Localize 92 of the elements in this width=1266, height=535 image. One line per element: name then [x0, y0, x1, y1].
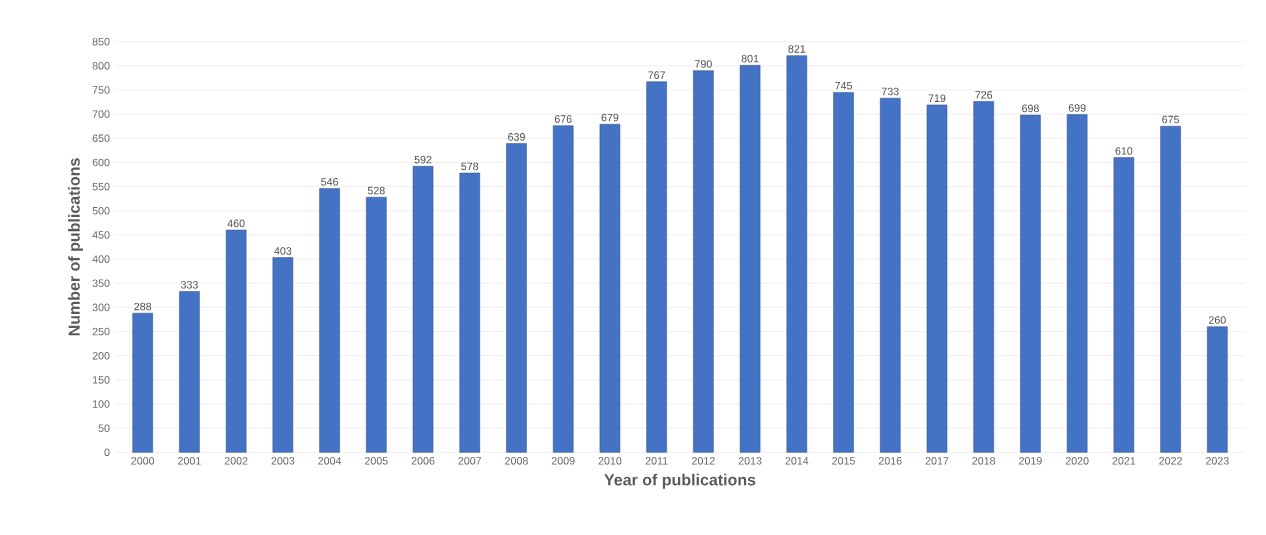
x-tick-label: 2007: [458, 457, 482, 465]
data-label: 699: [1068, 104, 1086, 112]
y-tick-label: 800: [92, 62, 110, 70]
y-tick-label: 750: [92, 86, 110, 94]
x-tick-label: 2000: [131, 457, 155, 465]
x-tick-label: 2004: [318, 457, 342, 465]
data-label: 698: [1022, 104, 1039, 113]
y-tick-label: 600: [92, 158, 110, 167]
x-tick-label: 2017: [925, 457, 949, 465]
bar: [599, 124, 621, 453]
bar: [973, 101, 994, 453]
y-tick-label: 550: [92, 182, 110, 191]
data-label: 333: [180, 280, 198, 289]
x-tick-label: 2006: [411, 457, 435, 465]
bar: [1207, 326, 1228, 453]
data-label: 528: [367, 186, 385, 195]
bar: [833, 92, 854, 453]
y-axis-title: Number of publications: [68, 158, 84, 336]
x-tick-label: 2015: [832, 457, 855, 465]
data-label: 546: [321, 178, 339, 186]
x-tick-label: 2002: [224, 457, 248, 465]
y-tick-label: 400: [92, 255, 110, 263]
bar: [786, 55, 808, 453]
data-label: 745: [835, 82, 852, 90]
y-tick-label: 500: [92, 206, 110, 215]
x-tick-label: 2011: [645, 457, 668, 465]
x-tick-label: 2001: [178, 457, 201, 465]
data-label: 288: [134, 302, 152, 311]
data-label: 733: [881, 87, 899, 96]
data-label: 679: [601, 113, 619, 122]
data-label: 610: [1115, 147, 1133, 155]
bar: [552, 125, 574, 453]
bar: [693, 70, 714, 453]
y-tick-label: 850: [92, 37, 110, 46]
x-tick-label: 2010: [598, 457, 622, 465]
y-tick-label: 650: [92, 134, 110, 143]
data-label: 790: [695, 60, 712, 68]
y-tick-label: 50: [98, 424, 110, 432]
data-label: 719: [928, 94, 946, 103]
bar: [319, 188, 340, 453]
data-label: 801: [741, 54, 759, 63]
bar: [739, 65, 761, 453]
x-tick-label: 2020: [1065, 457, 1089, 465]
bar: [1020, 114, 1041, 453]
x-tick-label: 2003: [271, 457, 295, 465]
x-tick-label: 2008: [505, 457, 528, 465]
bar: [1113, 157, 1135, 453]
y-tick-label: 0: [104, 448, 110, 457]
x-tick-label: 2021: [1112, 457, 1136, 465]
y-tick-label: 250: [92, 327, 110, 336]
y-tick-label: 350: [92, 279, 110, 288]
x-tick-label: 2016: [878, 457, 902, 465]
data-label: 675: [1162, 115, 1180, 124]
bar: [926, 104, 948, 453]
data-label: 578: [461, 162, 479, 171]
data-label: 460: [227, 219, 245, 228]
data-label: 592: [414, 155, 432, 164]
bar: [879, 97, 901, 453]
x-axis-title: Year of publications: [604, 473, 756, 489]
y-tick-label: 700: [92, 110, 110, 118]
y-tick-label: 450: [92, 231, 110, 239]
data-label: 726: [975, 91, 993, 99]
data-label: 821: [788, 45, 806, 53]
data-label: 403: [274, 247, 292, 255]
x-tick-label: 2022: [1159, 457, 1182, 465]
bar: [459, 172, 481, 453]
bar: [366, 196, 387, 453]
y-tick-label: 150: [92, 376, 110, 384]
y-tick-label: 200: [92, 351, 110, 360]
data-label: 260: [1208, 316, 1226, 324]
x-tick-label: 2005: [364, 457, 388, 465]
bar: [412, 166, 434, 453]
data-label: 639: [508, 133, 525, 141]
bar: [225, 229, 247, 453]
x-tick-label: 2018: [972, 457, 996, 465]
bar: [179, 291, 200, 453]
y-tick-label: 300: [92, 303, 110, 312]
bar: [272, 257, 294, 453]
bar: [646, 81, 667, 453]
x-tick-label: 2012: [692, 457, 715, 465]
bar: [132, 312, 153, 453]
x-tick-label: 2014: [785, 457, 809, 465]
x-tick-label: 2013: [738, 457, 762, 465]
x-tick-label: 2023: [1206, 457, 1229, 465]
x-tick-label: 2019: [1019, 457, 1042, 465]
bar: [1066, 114, 1088, 453]
bar: [506, 143, 527, 453]
x-tick-label: 2009: [551, 457, 575, 465]
bar: [1160, 125, 1181, 453]
data-label: 767: [648, 71, 666, 79]
y-tick-label: 100: [92, 400, 110, 408]
data-label: 676: [554, 115, 572, 123]
